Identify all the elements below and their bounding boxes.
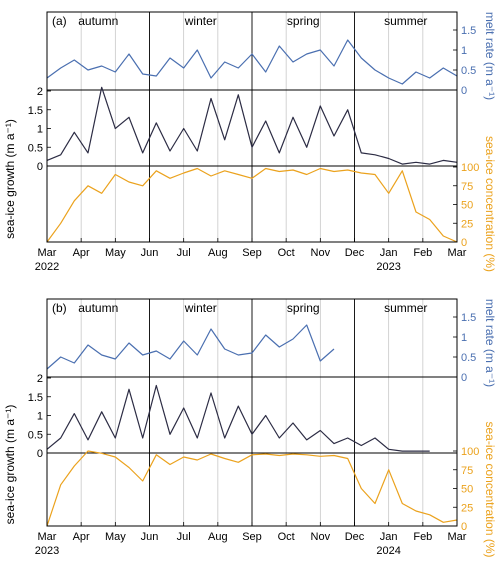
x-tick-label: Oct [278, 531, 295, 543]
concentration-tick-label: 50 [461, 200, 473, 212]
season-label-winter: winter [184, 301, 217, 315]
growth-tick-label: 0.5 [28, 142, 43, 154]
concentration-tick-label: 75 [461, 465, 473, 477]
concentration-tick-label: 50 [461, 484, 473, 496]
year-label: 2023 [376, 261, 400, 273]
x-tick-label: Nov [311, 531, 331, 543]
sea-ice-growth-line [46, 384, 430, 452]
x-tick-label: Sep [242, 531, 262, 543]
x-tick-label: Dec [345, 531, 365, 543]
melt-tick-label: 1 [461, 45, 467, 57]
x-tick-label: Mar [38, 531, 57, 543]
x-tick-label: Jan [380, 247, 398, 259]
growth-tick-label: 1 [37, 124, 43, 136]
concentration-tick-label: 25 [461, 218, 473, 230]
right-axis-title-concentration: sea-ice concentration (%) [483, 421, 497, 557]
panel-b: (b) autumn winter spring summer 0 0.5 1 1.5 2 0 0.5… [3, 298, 497, 558]
x-tick-label: Jul [177, 531, 191, 543]
year-label: 2023 [35, 545, 59, 557]
season-label-autumn: autumn [78, 14, 118, 28]
x-tick-label: Jan [380, 531, 398, 543]
season-label-summer: summer [384, 301, 427, 315]
melt-rate-line [46, 324, 335, 370]
x-tick-label: Mar [448, 247, 467, 259]
panel-label: (a) [52, 14, 67, 28]
concentration-tick-label: 0 [461, 237, 467, 249]
right-axis-title-melt: melt rate (m a⁻¹) [483, 299, 497, 387]
concentration-tick-label: 25 [461, 502, 473, 514]
concentration-tick-label: 0 [461, 521, 467, 533]
growth-tick-label: 1.5 [28, 105, 43, 117]
x-tick-label: Mar [448, 531, 467, 543]
growth-tick-label: 0.5 [28, 429, 43, 441]
x-tick-label: Nov [311, 247, 331, 259]
season-label-summer: summer [384, 14, 427, 28]
melt-tick-label: 1 [461, 332, 467, 344]
x-tick-label: Oct [278, 247, 295, 259]
growth-tick-label: 1 [37, 411, 43, 423]
x-tick-label: Feb [413, 247, 432, 259]
melt-tick-label: 1.5 [461, 312, 476, 324]
sea-ice-growth-line [46, 86, 458, 165]
growth-tick-label: 0 [37, 448, 43, 460]
x-tick-label: Aug [208, 247, 228, 259]
year-label: 2022 [35, 261, 59, 273]
melt-tick-label: 0 [461, 372, 467, 384]
x-tick-label: Dec [345, 247, 365, 259]
x-tick-label: Jun [141, 247, 159, 259]
year-label: 2024 [376, 545, 400, 557]
melt-rate-line [46, 39, 458, 85]
x-tick-label: Mar [38, 247, 57, 259]
x-tick-label: Aug [208, 531, 228, 543]
x-tick-label: Apr [73, 531, 90, 543]
x-tick-label: Jun [141, 531, 159, 543]
x-tick-label: May [105, 531, 126, 543]
melt-tick-label: 0 [461, 85, 467, 97]
x-tick-label: Feb [413, 531, 432, 543]
season-label-winter: winter [184, 14, 217, 28]
sea-ice-concentration-line [46, 167, 458, 243]
right-axis-title-melt: melt rate (m a⁻¹) [483, 12, 497, 100]
growth-tick-label: 0 [37, 161, 43, 173]
concentration-tick-label: 75 [461, 181, 473, 193]
x-tick-label: May [105, 247, 126, 259]
growth-tick-label: 2 [37, 86, 43, 98]
left-axis-title: sea-ice growth (m a⁻¹) [3, 119, 17, 239]
growth-tick-label: 1.5 [28, 392, 43, 404]
left-axis-title: sea-ice growth (m a⁻¹) [3, 405, 17, 525]
panel-a: (a) autumn winter spring summer 0 0.5 1 1.5 2 0 0.5… [3, 11, 497, 273]
season-label-spring: spring [287, 301, 320, 315]
x-tick-label: Sep [242, 247, 262, 259]
melt-tick-label: 0.5 [461, 65, 476, 77]
sea-ice-concentration-line [46, 450, 458, 527]
melt-tick-label: 0.5 [461, 352, 476, 364]
concentration-tick-label: 100 [461, 446, 479, 458]
season-label-spring: spring [287, 14, 320, 28]
concentration-tick-label: 100 [461, 162, 479, 174]
x-tick-label: Jul [177, 247, 191, 259]
season-label-autumn: autumn [78, 301, 118, 315]
panel-label: (b) [52, 301, 67, 315]
melt-tick-label: 1.5 [461, 25, 476, 37]
x-tick-label: Apr [73, 247, 90, 259]
growth-tick-label: 2 [37, 373, 43, 385]
right-axis-title-concentration: sea-ice concentration (%) [483, 136, 497, 272]
